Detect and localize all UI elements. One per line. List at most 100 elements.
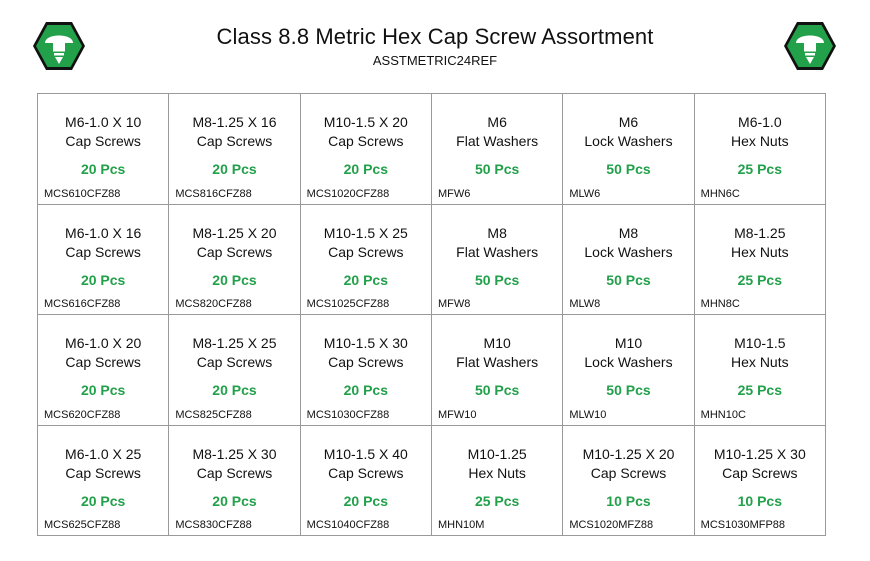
part-size: M10	[614, 335, 643, 351]
part-type: Lock Washers	[584, 243, 673, 260]
grid-cell: M6-1.0 X 20 Cap Screws 20 Pcs MCS620CFZ8…	[38, 315, 170, 426]
grid-cell: M10-1.25 Hex Nuts 25 Pcs MHN10M	[431, 425, 564, 536]
page-title: Class 8.8 Metric Hex Cap Screw Assortmen…	[216, 24, 654, 49]
part-code: MCS816CFZ88	[175, 187, 252, 200]
part-size: M10-1.5 X 40	[323, 445, 408, 462]
part-code: MLW6	[569, 187, 601, 200]
part-size: M10-1.25 X 30	[713, 445, 806, 462]
part-quantity: 20 Pcs	[343, 271, 388, 288]
part-size: M10-1.5	[734, 335, 786, 351]
grid-cell: M6-1.0 X 16 Cap Screws 20 Pcs MCS616CFZ8…	[38, 204, 170, 315]
part-quantity: 20 Pcs	[212, 382, 257, 398]
grid-cell: M6 Lock Washers 50 Pcs MLW6	[563, 94, 695, 205]
part-code: MHN8C	[700, 298, 740, 310]
part-type: Cap Screws	[65, 464, 141, 481]
grid-cell: M8-1.25 X 25 Cap Screws 20 Pcs MCS825CFZ…	[169, 315, 301, 426]
part-type: Hex Nuts	[468, 464, 526, 481]
part-type: Cap Screws	[328, 354, 404, 370]
part-code: MCS1025CFZ88	[306, 298, 390, 310]
grid-cell: M10-1.5 Hex Nuts 25 Pcs MHN10C	[694, 315, 826, 426]
part-size: M8-1.25 X 20	[192, 224, 277, 241]
part-type: Cap Screws	[65, 243, 141, 260]
part-code: MFW8	[437, 298, 471, 310]
part-type: Cap Screws	[196, 133, 273, 149]
part-size: M10-1.5 X 25	[323, 224, 408, 241]
grid-cell: M10-1.25 X 30 Cap Screws 10 Pcs MCS1030M…	[694, 425, 826, 536]
part-size: M6-1.0 X 10	[65, 114, 142, 130]
grid-cell: M10-1.5 X 30 Cap Screws 20 Pcs MCS1030CF…	[300, 315, 432, 426]
part-size: M6	[487, 114, 507, 130]
part-quantity: 25 Pcs	[737, 161, 782, 177]
part-type: Cap Screws	[196, 243, 273, 260]
part-quantity: 20 Pcs	[343, 161, 388, 177]
part-size: M6-1.0	[738, 114, 782, 130]
part-size: M6-1.0 X 16	[65, 224, 142, 241]
part-code: MFW10	[437, 408, 477, 421]
part-code: MCS1030MFP88	[700, 519, 786, 531]
grid-cell: M6-1.0 X 10 Cap Screws 20 Pcs MCS610CFZ8…	[38, 94, 170, 205]
part-size: M6	[618, 114, 639, 130]
part-type: Hex Nuts	[731, 243, 789, 260]
part-quantity: 50 Pcs	[474, 382, 520, 398]
part-type: Cap Screws	[65, 354, 141, 370]
grid-cell: M8-1.25 Hex Nuts 25 Pcs MHN8C	[694, 204, 826, 315]
grid-cell: M8-1.25 X 30 Cap Screws 20 Pcs MCS830CFZ…	[169, 425, 301, 536]
part-size: M10	[483, 335, 511, 351]
part-code: MLW10	[569, 408, 607, 421]
part-quantity: 50 Pcs	[474, 161, 520, 177]
part-size: M10-1.5 X 20	[323, 114, 408, 130]
part-quantity: 20 Pcs	[212, 492, 257, 509]
assortment-grid: M6-1.0 X 10 Cap Screws 20 Pcs MCS610CFZ8…	[37, 93, 826, 536]
part-quantity: 50 Pcs	[606, 271, 651, 288]
part-size: M8-1.25 X 16	[192, 114, 277, 130]
part-type: Hex Nuts	[731, 133, 789, 149]
part-code: MCS820CFZ88	[175, 298, 252, 310]
part-type: Lock Washers	[584, 133, 673, 149]
grid-cell: M6-1.0 X 25 Cap Screws 20 Pcs MCS625CFZ8…	[38, 425, 170, 536]
part-code: MLW8	[569, 298, 601, 310]
part-quantity: 25 Pcs	[737, 271, 782, 288]
part-type: Lock Washers	[584, 354, 673, 370]
grid-cell: M6 Flat Washers 50 Pcs MFW6	[431, 94, 564, 205]
part-quantity: 50 Pcs	[606, 382, 651, 398]
grid-cell: M10-1.5 X 40 Cap Screws 20 Pcs MCS1040CF…	[300, 425, 432, 536]
part-code: MHN10M	[437, 519, 485, 531]
part-type: Cap Screws	[65, 133, 141, 149]
part-code: MHN6C	[700, 187, 740, 200]
part-code: MCS1040CFZ88	[306, 519, 390, 531]
part-code: MCS620CFZ88	[44, 408, 121, 421]
part-type: Cap Screws	[196, 354, 273, 370]
part-quantity: 20 Pcs	[80, 271, 126, 288]
part-size: M8-1.25 X 30	[192, 445, 277, 462]
part-type: Cap Screws	[722, 464, 798, 481]
part-code: MCS830CFZ88	[175, 519, 252, 531]
part-type: Cap Screws	[196, 464, 273, 481]
part-quantity: 20 Pcs	[80, 492, 126, 509]
part-type: Cap Screws	[590, 464, 667, 481]
part-type: Flat Washers	[456, 243, 539, 260]
hex-screw-logo-icon	[33, 22, 85, 70]
part-size: M10-1.25 X 20	[582, 445, 675, 462]
part-quantity: 25 Pcs	[737, 382, 782, 398]
part-quantity: 50 Pcs	[474, 271, 520, 288]
part-size: M6-1.0 X 20	[65, 335, 142, 351]
part-quantity: 20 Pcs	[212, 271, 257, 288]
part-size: M10-1.25	[467, 445, 527, 462]
grid-cell: M8 Flat Washers 50 Pcs MFW8	[431, 204, 564, 315]
part-size: M8-1.25 X 25	[192, 335, 277, 351]
grid-cell: M10 Lock Washers 50 Pcs MLW10	[563, 315, 695, 426]
part-size: M8-1.25	[734, 224, 786, 241]
part-quantity: 20 Pcs	[343, 492, 388, 509]
hex-screw-logo-icon	[784, 22, 836, 70]
grid-cell: M10-1.25 X 20 Cap Screws 10 Pcs MCS1020M…	[563, 425, 695, 536]
part-type: Cap Screws	[328, 464, 404, 481]
grid-cell: M6-1.0 Hex Nuts 25 Pcs MHN6C	[694, 94, 826, 205]
part-quantity: 20 Pcs	[343, 382, 388, 398]
part-code: MCS625CFZ88	[44, 519, 121, 531]
grid-cell: M10 Flat Washers 50 Pcs MFW10	[431, 315, 564, 426]
part-code: MFW6	[437, 187, 471, 200]
part-quantity: 20 Pcs	[80, 382, 126, 398]
part-quantity: 50 Pcs	[606, 161, 651, 177]
part-type: Hex Nuts	[731, 354, 789, 370]
grid-cell: M8-1.25 X 16 Cap Screws 20 Pcs MCS816CFZ…	[169, 94, 301, 205]
